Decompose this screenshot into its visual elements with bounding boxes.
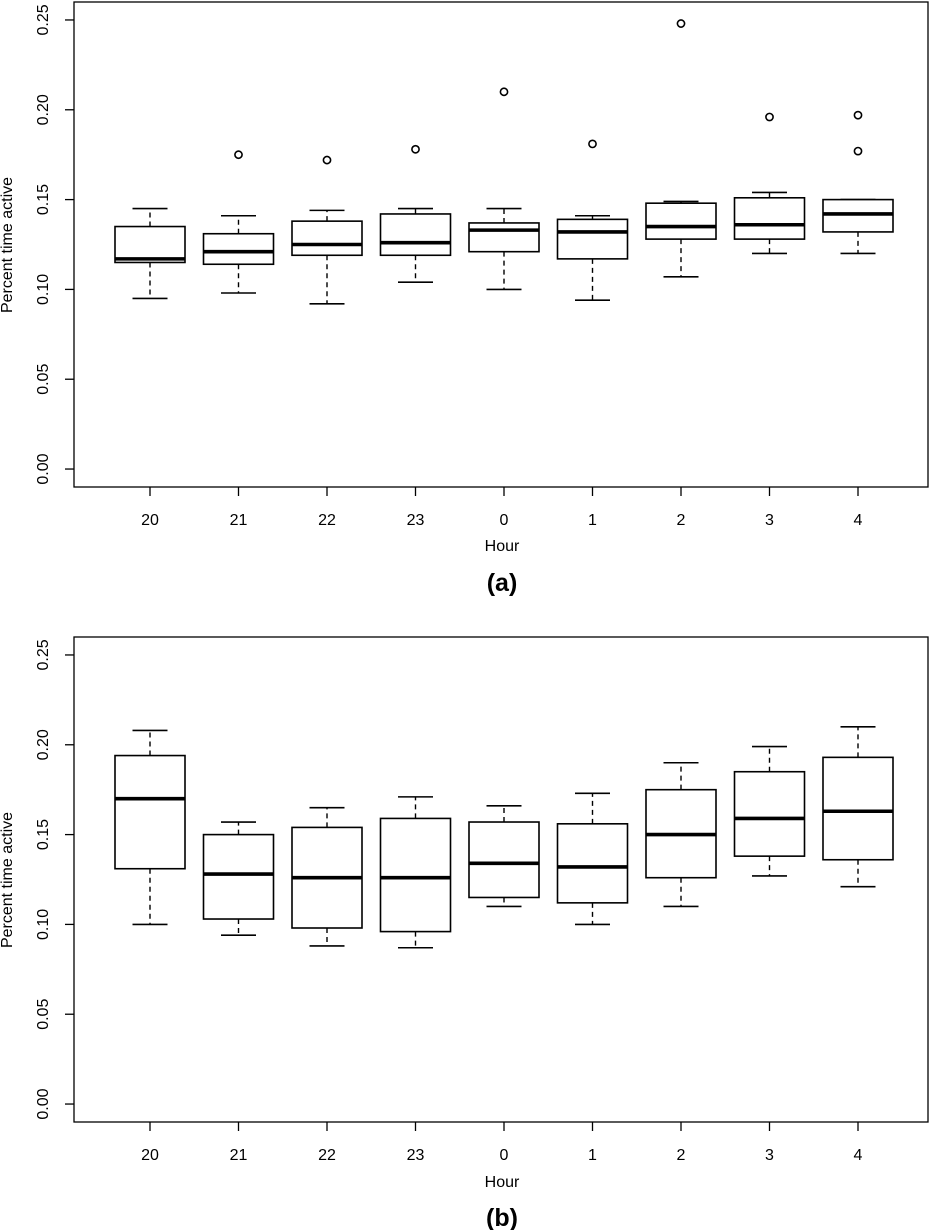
box-1	[556, 139, 629, 301]
x-tick-label: 20	[141, 512, 159, 529]
box-3	[733, 112, 806, 255]
x-tick-label: 1	[588, 512, 597, 529]
box-21	[202, 150, 275, 294]
panel-label: (b)	[486, 1204, 518, 1230]
y-tick-label: 0.25	[35, 4, 52, 35]
x-tick-label: 0	[500, 1147, 509, 1164]
x-tick-label: 2	[677, 512, 686, 529]
box-iqr	[379, 817, 452, 933]
y-tick-label: 0.05	[35, 999, 52, 1030]
outlier-point	[765, 112, 774, 122]
box-2	[645, 761, 717, 908]
box-iqr	[114, 225, 186, 264]
box-23	[379, 796, 452, 949]
outlier-point	[234, 150, 243, 160]
x-axis-label: Hour	[485, 538, 520, 555]
plot-frame	[73, 636, 929, 1123]
box-20	[114, 729, 186, 926]
y-tick-label: 0.10	[35, 909, 52, 940]
y-tick-label: 0.20	[35, 94, 52, 125]
boxplot-panel-a: 0.000.050.100.150.200.25 20 21 22 23 0 1 2 3 4 H…	[0, 1, 929, 597]
box-0	[468, 87, 540, 291]
x-axis: 20 21 22 23 0 1 2 3 4	[141, 487, 863, 529]
x-tick-label: 21	[230, 1147, 248, 1164]
x-tick-label: 4	[854, 1147, 863, 1164]
box-2	[645, 19, 717, 278]
outlier-point	[853, 110, 863, 120]
box-iqr	[733, 196, 806, 240]
box-1	[556, 792, 629, 926]
y-tick-label: 0.00	[35, 453, 52, 484]
box-iqr	[202, 833, 275, 920]
box-iqr	[468, 821, 540, 899]
x-tick-label: 3	[765, 512, 774, 529]
y-tick-label: 0.20	[35, 729, 52, 760]
box-iqr	[379, 213, 452, 257]
boxplot-panel-b: 0.000.050.100.150.200.25 20 21 22 23 0 1 2 3 4 H…	[0, 636, 929, 1230]
box-iqr	[556, 218, 629, 260]
box-iqr	[645, 202, 717, 240]
y-axis-label: Percent time active	[0, 177, 16, 313]
y-tick-label: 0.05	[35, 364, 52, 395]
y-axis: 0.00 0.05 0.10 0.15 0.20 0.25	[35, 4, 74, 485]
panel-label: (a)	[487, 569, 518, 597]
box-iqr	[202, 232, 275, 266]
y-axis: 0.00 0.05 0.10 0.15 0.20 0.25	[35, 639, 74, 1120]
x-tick-label: 23	[407, 1147, 425, 1164]
x-axis: 20 21 22 23 0 1 2 3 4	[141, 1122, 863, 1164]
box-4	[822, 110, 894, 255]
x-axis-label: Hour	[485, 1174, 520, 1191]
y-tick-label: 0.15	[35, 184, 52, 215]
x-tick-label: 21	[230, 512, 248, 529]
outlier-point	[322, 155, 332, 165]
box-iqr	[733, 770, 806, 857]
outlier-point	[676, 19, 686, 28]
x-tick-label: 1	[588, 1147, 597, 1164]
plot-frame	[73, 1, 929, 488]
y-axis-label: Percent time active	[0, 812, 16, 948]
x-tick-label: 20	[141, 1147, 159, 1164]
box-iqr	[556, 823, 629, 904]
box-20	[114, 207, 186, 300]
outlier-point	[499, 87, 509, 97]
box-23	[379, 144, 452, 284]
box-4	[822, 726, 894, 888]
box-0	[468, 805, 540, 908]
box-3	[733, 745, 806, 877]
x-tick-label: 0	[500, 512, 509, 529]
x-tick-label: 22	[318, 512, 336, 529]
y-tick-label: 0.00	[35, 1088, 52, 1119]
x-tick-label: 4	[854, 512, 863, 529]
boxes	[114, 726, 894, 949]
y-tick-label: 0.15	[35, 819, 52, 850]
x-tick-label: 2	[677, 1147, 686, 1164]
outlier-point	[411, 144, 420, 154]
y-tick-label: 0.25	[35, 639, 52, 670]
x-tick-label: 23	[407, 512, 425, 529]
outlier-point	[588, 139, 597, 149]
box-iqr	[822, 756, 894, 861]
x-tick-label: 3	[765, 1147, 774, 1164]
box-iqr	[468, 222, 540, 253]
box-iqr	[291, 220, 363, 257]
box-iqr	[114, 754, 186, 870]
x-tick-label: 22	[318, 1147, 336, 1164]
box-22	[291, 806, 363, 947]
box-21	[202, 821, 275, 936]
boxes	[114, 19, 894, 305]
y-tick-label: 0.10	[35, 274, 52, 305]
outlier-point	[853, 146, 863, 156]
box-22	[291, 155, 363, 305]
